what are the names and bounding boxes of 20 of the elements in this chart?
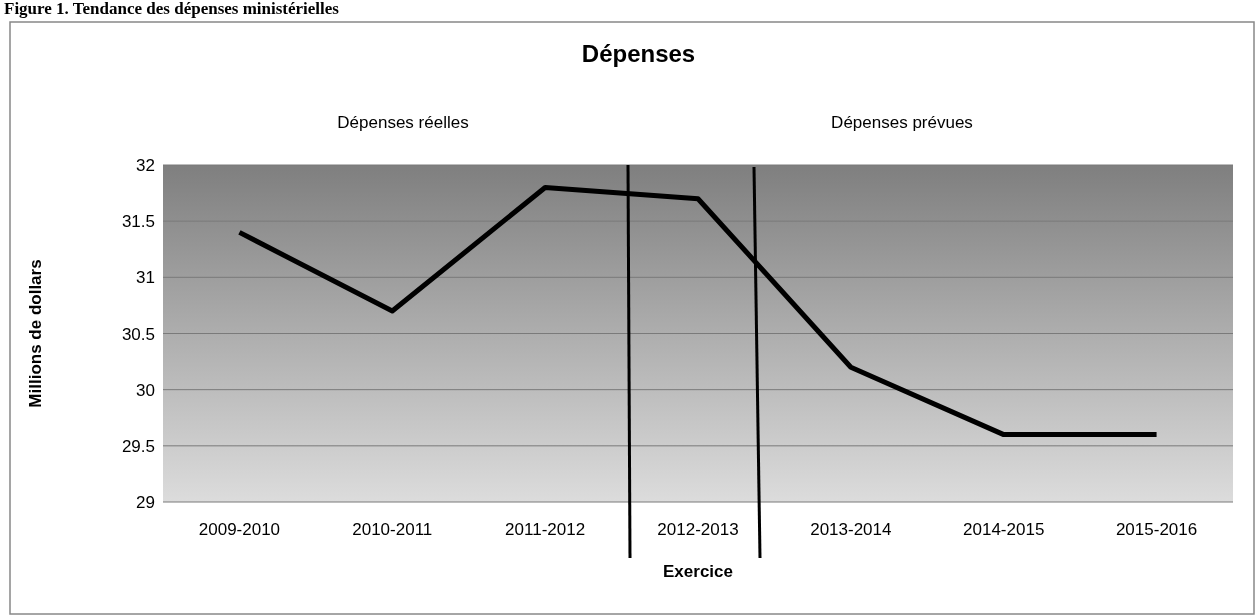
y-tick-label: 29	[136, 493, 155, 512]
text: Dépenses réelles	[337, 113, 469, 132]
x-axis-title: Exercice	[663, 562, 733, 581]
x-tick-label: 2015-2016	[1115, 520, 1198, 539]
x-tick-label: 2012-2013	[657, 520, 739, 539]
x-tick-label: 2010-2011	[352, 520, 433, 539]
chart-title: Dépenses	[581, 40, 696, 67]
y-tick-label: 29.5	[121, 436, 155, 456]
y-tick-label: 32	[136, 156, 155, 175]
x-tick-label: 2013-2014	[810, 520, 892, 539]
y-axis-title: Millions de dollars	[26, 259, 45, 408]
y-tick-label: 31.5	[121, 212, 155, 232]
y-tick-label: 30.5	[121, 324, 155, 344]
x-tick-label: 2009-2010	[198, 520, 281, 539]
y-tick-label: 31	[136, 268, 155, 288]
x-tick-label: 2011-2012	[505, 520, 586, 539]
text: Dépenses prévues	[831, 113, 973, 132]
caption: Figure 1. Tendance des dépenses ministérielles	[4, 0, 340, 18]
x-tick-label: 2014-2015	[963, 520, 1045, 539]
y-tick-label: 30	[136, 380, 155, 400]
